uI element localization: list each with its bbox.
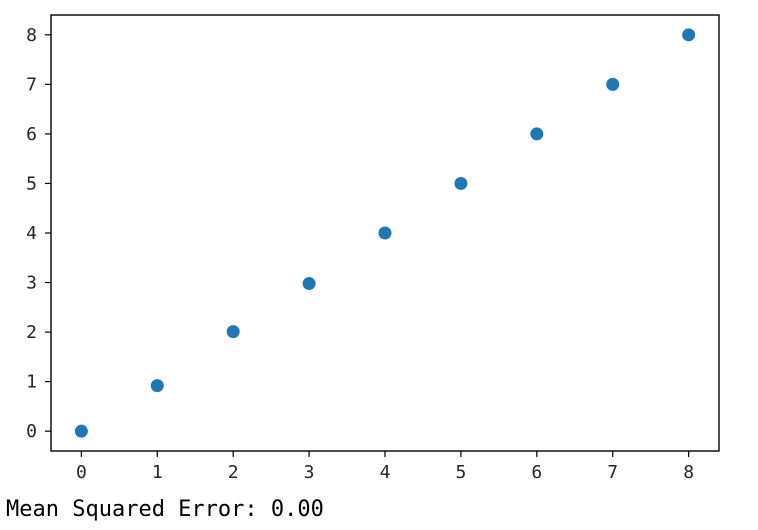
- x-tick-label: 3: [304, 462, 315, 483]
- x-tick-label: 7: [607, 462, 618, 483]
- y-tick-label: 2: [26, 322, 37, 343]
- scatter-point: [454, 176, 468, 190]
- mse-output-text: Mean Squared Error: 0.00: [6, 497, 324, 522]
- scatter-point: [606, 77, 620, 91]
- y-tick-label: 1: [26, 372, 37, 393]
- y-tick-label: 4: [26, 223, 37, 244]
- data-points: [74, 28, 696, 438]
- scatter-point: [682, 28, 696, 42]
- scatter-point: [74, 424, 88, 438]
- y-axis: 0 1 2 3 4 5 6 7 8: [26, 25, 51, 442]
- x-tick-label: 0: [76, 462, 87, 483]
- x-tick-label: 1: [152, 462, 163, 483]
- axes-frame: [50, 14, 720, 452]
- x-tick-label: 2: [228, 462, 239, 483]
- x-tick-label: 4: [380, 462, 391, 483]
- scatter-point: [530, 127, 544, 141]
- x-tick-label: 5: [455, 462, 466, 483]
- scatter-point: [378, 226, 392, 240]
- y-tick-label: 5: [26, 173, 37, 194]
- y-tick-label: 7: [26, 74, 37, 95]
- y-tick-label: 0: [26, 421, 37, 442]
- y-tick-label: 6: [26, 124, 37, 145]
- scatter-point: [226, 325, 240, 339]
- scatter-point: [302, 277, 316, 291]
- scatter-point: [150, 379, 164, 393]
- x-tick-label: 6: [531, 462, 542, 483]
- x-tick-label: 8: [683, 462, 694, 483]
- x-axis: 0 1 2 3 4 5 6 7 8: [76, 451, 694, 483]
- scatter-chart: 0 1 2 3 4 5 6 7 8 0 1 2 3 4 5 6 7 8: [26, 14, 720, 483]
- y-tick-label: 3: [26, 273, 37, 294]
- y-tick-label: 8: [26, 25, 37, 46]
